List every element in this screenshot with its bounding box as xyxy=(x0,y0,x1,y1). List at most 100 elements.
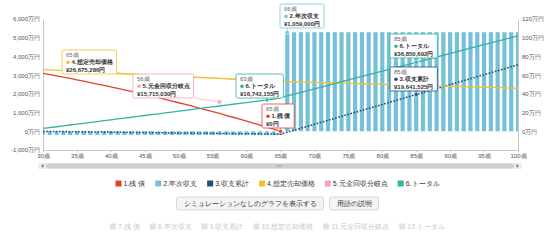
button-box xyxy=(177,197,324,210)
annotation[interactable]: 65歳1.残 債¥0円 xyxy=(262,104,294,128)
annotation-name: 5.元金回収分岐点 xyxy=(143,82,190,90)
x-tick-label: 80歳 xyxy=(376,153,389,159)
annotations: 65歳1.残 債¥0円 66歳2.年次収支¥1,059,000円 85歳3.収支累計… xyxy=(62,4,437,128)
annotation-value-label: ¥36,850,692円 xyxy=(394,51,433,57)
secondary-legend-item[interactable]: 8.年次収支 xyxy=(150,223,192,231)
annotation[interactable]: 85歳6.トータル¥36,850,692円 xyxy=(390,34,437,58)
scrollbar[interactable] xyxy=(38,163,522,169)
button[interactable]: シミュレーションなしのグラフを表示する xyxy=(177,197,324,210)
y-tick-label: -1,000万円 xyxy=(11,147,40,153)
y-tick: 3,000万円 xyxy=(13,73,43,79)
secondary-legend-swatch xyxy=(323,224,329,230)
bar xyxy=(441,32,445,131)
button-label: 用語の説明 xyxy=(337,200,372,207)
annotation-box xyxy=(133,74,194,98)
legend-label: 6.トータル xyxy=(406,180,440,188)
x-tick: 100歳 xyxy=(510,150,526,159)
annotation-name: 3.収支累計 xyxy=(400,75,429,82)
legend-item[interactable]: 3.収支累計 xyxy=(207,180,249,187)
x-tick-label: 30歳 xyxy=(37,153,50,159)
x-tick: 50歳 xyxy=(173,150,186,159)
secondary-legend-item[interactable]: 7.残 債 xyxy=(110,223,140,231)
annotation-box xyxy=(262,104,294,128)
x-tick: 55歳 xyxy=(207,150,220,159)
annotation-value-label: ¥26,675,286円 xyxy=(66,67,105,73)
x-tick-label: 85歳 xyxy=(410,153,423,159)
legend-item[interactable]: 4.想定売却価格 xyxy=(259,180,315,187)
scrollbar-arrow xyxy=(517,164,520,168)
x-tick-mark xyxy=(111,150,112,152)
annotation-box xyxy=(390,34,437,58)
annotation[interactable]: 66歳2.年次収支¥1,059,000円 xyxy=(280,4,324,28)
y-tick: 5,000万円 xyxy=(13,35,43,41)
annotation-dot-icon xyxy=(394,77,398,81)
y-tick-label: 5,000万円 xyxy=(13,35,40,41)
y2-axis: 0万円20万円40万円60万円80万円100万円120万円 xyxy=(518,16,544,150)
y-tick-label: 6,000万円 xyxy=(13,16,40,22)
annotation[interactable]: 85歳3.収支累計¥19,641,525円 xyxy=(390,67,437,91)
bar xyxy=(448,32,452,131)
legend-swatch xyxy=(398,181,404,187)
x-tick-mark xyxy=(213,150,214,152)
x-tick-mark xyxy=(179,150,180,152)
secondary-legend-item[interactable]: 10.想定売却価格 xyxy=(253,223,313,230)
bar xyxy=(489,32,493,131)
secondary-legend-item[interactable]: 11.元金回収分岐点 xyxy=(323,223,389,231)
bar xyxy=(380,32,384,131)
annotation-dot-icon xyxy=(266,114,270,118)
plot-marks xyxy=(43,32,518,135)
y-axis: -1,000万円0万円1,000万円2,000万円3,000万円4,000万円5… xyxy=(11,16,44,153)
x-tick-label: 70歳 xyxy=(309,153,322,159)
annotation-dot-icon xyxy=(284,14,288,18)
legend-item[interactable]: 6.トータル xyxy=(398,180,440,188)
annotation-name: 4.想定売却価格 xyxy=(72,58,114,66)
bar xyxy=(468,32,472,131)
annotation-point xyxy=(279,129,283,133)
annotation-x-label: 65歳 xyxy=(266,106,279,112)
legend-item[interactable]: 2.年次収支 xyxy=(155,180,197,188)
x-tick: 80歳 xyxy=(376,150,389,159)
line xyxy=(43,36,518,129)
annotation-dot-icon xyxy=(240,84,244,88)
x-tick: 70歳 xyxy=(309,150,322,159)
annotation[interactable]: 63歳6.トータル¥16,743,155円 xyxy=(236,74,283,98)
annotation[interactable]: 56歳5.元金回収分岐点¥15,715,030円 xyxy=(133,74,194,98)
annotation-point xyxy=(414,60,418,64)
annotation-name: 6.トータル xyxy=(246,83,276,90)
secondary-legend-label: 10.想定売却価格 xyxy=(261,223,313,230)
secondary-legend-item[interactable]: 12.トータル xyxy=(399,223,445,231)
x-tick-mark xyxy=(247,150,248,152)
bar xyxy=(360,32,364,131)
annotation[interactable]: 65歳4.想定売却価格¥26,675,286円 xyxy=(62,50,117,74)
button[interactable]: 用語の説明 xyxy=(330,197,379,210)
y-tick-label: 4,000万円 xyxy=(13,54,40,60)
x-tick-label: 75歳 xyxy=(343,153,356,159)
legend-label: 4.想定売却価格 xyxy=(267,180,315,187)
annotation-value-label: ¥0円 xyxy=(266,121,279,127)
bar xyxy=(509,32,513,131)
y2-tick-label: 40万円 xyxy=(522,91,541,97)
bar xyxy=(482,32,486,131)
legend-item[interactable]: 1.残 債 xyxy=(115,180,145,188)
legend-label: 1.残 債 xyxy=(123,180,145,188)
scrollbar-thumb xyxy=(46,164,514,169)
x-tick: 90歳 xyxy=(444,150,457,159)
annotation-point xyxy=(217,100,221,104)
bar xyxy=(373,32,377,131)
y2-tick-label: 20万円 xyxy=(522,110,541,116)
legend-item[interactable]: 5.元金回収分岐点 xyxy=(325,180,388,188)
annotation-value-label: ¥1,059,000円 xyxy=(284,21,320,27)
x-tick-label: 95歳 xyxy=(478,153,491,159)
y-tick-label: 2,000万円 xyxy=(13,91,40,97)
scrollbar-grip xyxy=(277,165,281,167)
x-tick: 40歳 xyxy=(105,150,118,159)
bar xyxy=(319,32,323,131)
legend-label: 2.年次収支 xyxy=(163,180,197,188)
x-tick: 60歳 xyxy=(241,150,254,159)
secondary-legend-label: 11.元金回収分岐点 xyxy=(331,223,389,231)
annotation-dot-icon xyxy=(394,44,398,48)
bar xyxy=(346,32,350,131)
secondary-legend-item[interactable]: 9.収支累計 xyxy=(202,223,244,230)
y2-tick: 40万円 xyxy=(518,91,541,97)
scrollbar-track xyxy=(38,163,522,169)
